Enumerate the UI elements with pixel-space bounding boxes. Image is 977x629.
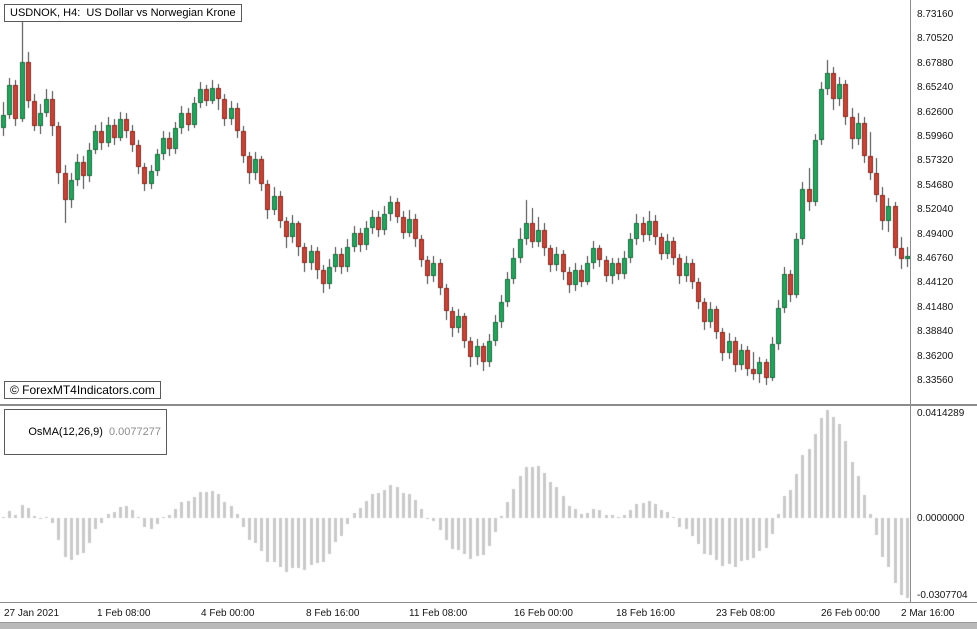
time-label: 26 Feb 00:00 xyxy=(821,608,880,619)
price-tick: 8.59960 xyxy=(917,131,954,143)
time-label: 11 Feb 08:00 xyxy=(409,608,468,619)
osma-tick: 0.0000000 xyxy=(917,513,965,525)
time-label: 27 Jan 2021 xyxy=(4,608,60,619)
osma-label: OsMA(12,26,9) 0.0077277 xyxy=(4,409,167,455)
osma-axis[interactable]: 0.0414289 0.0000000 -0.0307704 xyxy=(910,406,977,602)
time-axis[interactable]: 27 Jan 2021 1 Feb 08:00 4 Feb 00:00 8 Feb 1… xyxy=(0,602,977,623)
price-tick: 8.44120 xyxy=(917,277,954,289)
panel-splitter[interactable] xyxy=(0,404,977,406)
candlestick-canvas[interactable] xyxy=(0,0,910,404)
bottom-strip xyxy=(0,622,977,629)
osma-tick: 0.0414289 xyxy=(917,408,965,419)
indicator-panel[interactable]: OsMA(12,26,9) 0.0077277 xyxy=(0,406,910,602)
time-label: 8 Feb 16:00 xyxy=(306,608,360,619)
time-label: 2 Mar 16:00 xyxy=(901,608,955,619)
price-tick: 8.36200 xyxy=(917,350,954,362)
price-tick: 8.62600 xyxy=(917,106,954,118)
time-label: 18 Feb 16:00 xyxy=(616,608,675,619)
price-axis[interactable]: 8.73160 8.70520 8.67880 8.65240 8.62600 8.599… xyxy=(910,0,977,404)
price-tick: 8.73160 xyxy=(917,9,954,21)
price-tick: 8.65240 xyxy=(917,82,954,94)
time-label: 23 Feb 08:00 xyxy=(716,608,775,619)
price-tick: 8.57320 xyxy=(917,155,954,167)
time-label: 16 Feb 00:00 xyxy=(514,608,573,619)
price-tick: 8.70520 xyxy=(917,33,954,45)
symbol-label: USDNOK, H4: US Dollar vs Norwegian Krone xyxy=(4,4,242,22)
main-chart-panel[interactable]: USDNOK, H4: US Dollar vs Norwegian Krone… xyxy=(0,0,910,404)
osma-value: 0.0077277 xyxy=(108,426,161,438)
price-tick: 8.67880 xyxy=(917,57,954,69)
osma-name: OsMA(12,26,9) xyxy=(28,426,103,438)
price-tick: 8.38840 xyxy=(917,326,954,338)
price-tick: 8.41480 xyxy=(917,301,954,313)
osma-tick: -0.0307704 xyxy=(917,590,968,601)
price-tick: 8.52040 xyxy=(917,204,954,216)
price-tick: 8.33560 xyxy=(917,374,954,386)
price-tick: 8.54680 xyxy=(917,179,954,191)
time-label: 4 Feb 00:00 xyxy=(201,608,255,619)
watermark-label: © ForexMT4Indicators.com xyxy=(4,381,161,399)
price-tick: 8.46760 xyxy=(917,252,954,264)
time-label: 1 Feb 08:00 xyxy=(97,608,151,619)
price-tick: 8.49400 xyxy=(917,228,954,240)
